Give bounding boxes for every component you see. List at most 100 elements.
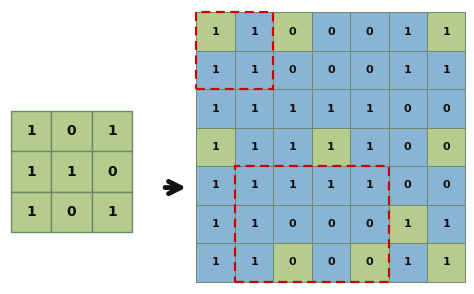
Bar xyxy=(427,166,465,205)
Text: 0: 0 xyxy=(365,65,373,75)
Text: 1: 1 xyxy=(404,65,412,75)
Text: 0: 0 xyxy=(365,27,373,37)
Text: 0: 0 xyxy=(289,65,296,75)
Bar xyxy=(350,243,389,282)
Bar xyxy=(389,12,427,51)
Bar xyxy=(389,89,427,128)
Bar xyxy=(427,243,465,282)
Text: 0: 0 xyxy=(289,257,296,267)
Bar xyxy=(196,12,235,51)
Bar xyxy=(235,205,273,243)
Bar xyxy=(11,151,51,192)
Text: 0: 0 xyxy=(67,124,76,138)
Text: 0: 0 xyxy=(365,257,373,267)
Text: 1: 1 xyxy=(404,219,412,229)
Bar xyxy=(350,205,389,243)
Bar xyxy=(427,51,465,89)
Text: 0: 0 xyxy=(365,219,373,229)
Text: 1: 1 xyxy=(250,219,258,229)
Bar xyxy=(427,205,465,243)
Bar xyxy=(350,12,389,51)
Text: 1: 1 xyxy=(212,181,219,191)
Bar xyxy=(312,205,350,243)
Bar xyxy=(235,12,273,51)
Text: 1: 1 xyxy=(250,103,258,113)
Bar xyxy=(92,111,132,151)
Bar xyxy=(427,89,465,128)
Text: 0: 0 xyxy=(327,27,335,37)
Text: 1: 1 xyxy=(107,124,117,138)
Bar xyxy=(196,51,235,89)
Bar xyxy=(389,51,427,89)
Text: 1: 1 xyxy=(404,257,412,267)
Bar xyxy=(235,243,273,282)
Bar xyxy=(389,166,427,205)
Bar xyxy=(196,205,235,243)
Text: 1: 1 xyxy=(26,124,36,138)
Text: 1: 1 xyxy=(327,103,335,113)
Bar xyxy=(51,111,92,151)
Text: 0: 0 xyxy=(67,205,76,219)
Bar xyxy=(92,192,132,232)
Text: 1: 1 xyxy=(26,165,36,178)
Text: 1: 1 xyxy=(289,142,296,152)
Text: 0: 0 xyxy=(442,181,450,191)
Bar xyxy=(235,51,273,89)
Bar xyxy=(389,243,427,282)
Text: 1: 1 xyxy=(327,142,335,152)
Text: 1: 1 xyxy=(212,103,219,113)
Bar xyxy=(312,51,350,89)
Bar xyxy=(196,12,273,89)
Bar xyxy=(350,89,389,128)
Bar xyxy=(51,151,92,192)
Text: 1: 1 xyxy=(26,205,36,219)
Text: 1: 1 xyxy=(250,181,258,191)
Text: 1: 1 xyxy=(289,103,296,113)
Text: 1: 1 xyxy=(212,65,219,75)
Bar xyxy=(235,128,273,166)
Bar xyxy=(312,89,350,128)
Bar xyxy=(350,128,389,166)
Bar xyxy=(235,166,273,205)
Text: 1: 1 xyxy=(327,181,335,191)
Text: 1: 1 xyxy=(442,65,450,75)
Text: 0: 0 xyxy=(289,219,296,229)
Text: 1: 1 xyxy=(250,65,258,75)
Bar xyxy=(312,128,350,166)
Text: 0: 0 xyxy=(404,181,411,191)
Bar xyxy=(427,128,465,166)
Text: 0: 0 xyxy=(404,142,411,152)
Bar xyxy=(350,166,389,205)
Text: 1: 1 xyxy=(365,181,373,191)
Text: 0: 0 xyxy=(327,257,335,267)
Text: 0: 0 xyxy=(442,103,450,113)
Text: 1: 1 xyxy=(404,27,412,37)
Bar xyxy=(273,89,312,128)
Bar xyxy=(389,205,427,243)
Text: 1: 1 xyxy=(67,165,76,178)
Bar xyxy=(196,128,235,166)
Text: 1: 1 xyxy=(212,257,219,267)
Text: 1: 1 xyxy=(250,257,258,267)
Bar xyxy=(273,12,312,51)
Text: 1: 1 xyxy=(212,219,219,229)
Bar xyxy=(235,166,389,282)
Text: 1: 1 xyxy=(250,142,258,152)
Text: 0: 0 xyxy=(442,142,450,152)
Bar xyxy=(427,12,465,51)
Bar xyxy=(273,205,312,243)
Text: 0: 0 xyxy=(289,27,296,37)
Text: 1: 1 xyxy=(442,27,450,37)
Bar xyxy=(312,243,350,282)
Bar xyxy=(196,243,235,282)
Text: 1: 1 xyxy=(442,257,450,267)
Text: 1: 1 xyxy=(107,205,117,219)
Bar xyxy=(312,166,350,205)
Bar xyxy=(350,51,389,89)
Bar xyxy=(235,89,273,128)
Text: 1: 1 xyxy=(250,27,258,37)
Text: 1: 1 xyxy=(365,103,373,113)
Text: 1: 1 xyxy=(442,219,450,229)
Text: 0: 0 xyxy=(327,65,335,75)
Bar xyxy=(273,166,312,205)
